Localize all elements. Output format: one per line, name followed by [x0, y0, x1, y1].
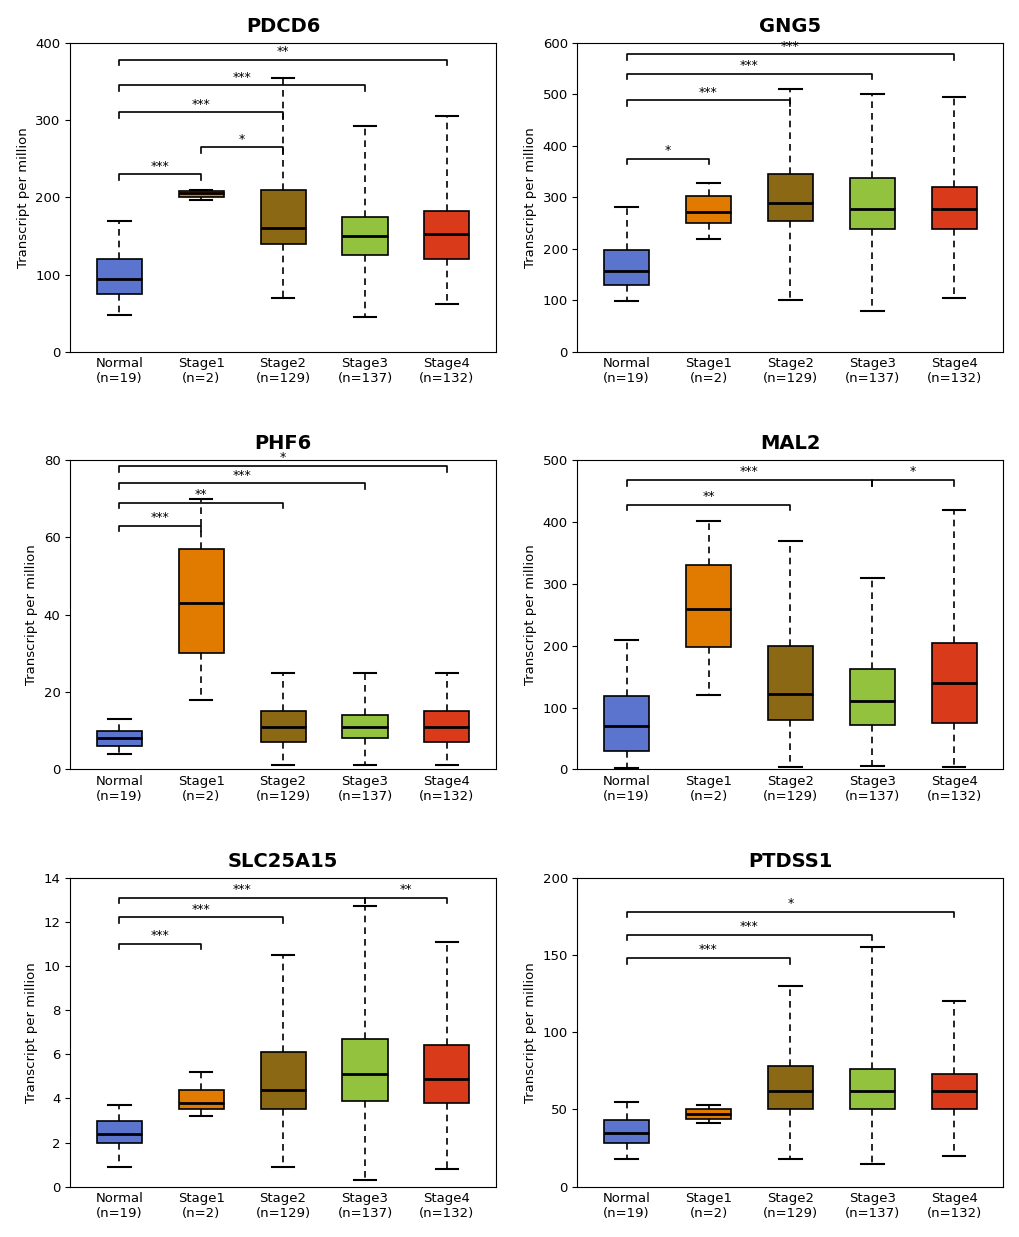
PathPatch shape — [424, 1045, 469, 1103]
PathPatch shape — [342, 1039, 387, 1101]
Text: **: ** — [195, 489, 207, 501]
Text: **: ** — [701, 490, 714, 503]
PathPatch shape — [260, 189, 306, 244]
Text: *: * — [238, 132, 245, 146]
PathPatch shape — [767, 174, 812, 220]
Text: ***: *** — [151, 929, 169, 943]
Text: ***: *** — [740, 920, 758, 933]
PathPatch shape — [686, 1110, 731, 1118]
Text: ***: *** — [698, 944, 717, 956]
Y-axis label: Transcript per million: Transcript per million — [25, 544, 38, 685]
Y-axis label: Transcript per million: Transcript per million — [524, 962, 536, 1102]
Text: ***: *** — [781, 40, 799, 52]
PathPatch shape — [849, 669, 894, 725]
PathPatch shape — [97, 731, 142, 746]
Title: SLC25A15: SLC25A15 — [227, 851, 338, 871]
Y-axis label: Transcript per million: Transcript per million — [524, 127, 536, 267]
Title: MAL2: MAL2 — [759, 434, 820, 453]
Text: ***: *** — [151, 160, 169, 173]
Text: ***: *** — [740, 59, 758, 72]
Title: PDCD6: PDCD6 — [246, 16, 320, 36]
PathPatch shape — [342, 715, 387, 738]
Y-axis label: Transcript per million: Transcript per million — [524, 544, 536, 685]
Text: *: * — [280, 452, 286, 464]
Y-axis label: Transcript per million: Transcript per million — [24, 962, 38, 1102]
Text: ***: *** — [192, 98, 210, 111]
PathPatch shape — [686, 565, 731, 647]
Title: PHF6: PHF6 — [255, 434, 312, 453]
PathPatch shape — [424, 212, 469, 260]
PathPatch shape — [342, 216, 387, 255]
Title: GNG5: GNG5 — [758, 16, 820, 36]
PathPatch shape — [260, 711, 306, 742]
Text: *: * — [787, 897, 793, 910]
PathPatch shape — [603, 1121, 648, 1143]
Text: ***: *** — [740, 465, 758, 479]
PathPatch shape — [849, 178, 894, 229]
PathPatch shape — [260, 1053, 306, 1110]
PathPatch shape — [603, 250, 648, 285]
Text: *: * — [663, 145, 671, 157]
Title: PTDSS1: PTDSS1 — [748, 851, 832, 871]
Text: ***: *** — [232, 71, 252, 84]
Text: **: ** — [276, 46, 289, 58]
Text: **: ** — [399, 883, 412, 896]
PathPatch shape — [930, 187, 976, 229]
PathPatch shape — [849, 1069, 894, 1110]
PathPatch shape — [930, 642, 976, 722]
Text: ***: *** — [192, 903, 210, 915]
PathPatch shape — [686, 195, 731, 223]
Text: *: * — [909, 465, 915, 479]
Y-axis label: Transcript per million: Transcript per million — [16, 127, 30, 267]
PathPatch shape — [178, 1090, 223, 1110]
PathPatch shape — [930, 1074, 976, 1110]
PathPatch shape — [767, 1066, 812, 1110]
PathPatch shape — [97, 1121, 142, 1143]
Text: ***: *** — [698, 85, 717, 99]
PathPatch shape — [767, 646, 812, 720]
PathPatch shape — [424, 711, 469, 742]
PathPatch shape — [603, 696, 648, 751]
PathPatch shape — [178, 549, 223, 653]
Text: ***: *** — [151, 511, 169, 524]
Text: ***: *** — [232, 883, 252, 896]
PathPatch shape — [178, 192, 223, 198]
Text: ***: *** — [232, 469, 252, 482]
PathPatch shape — [97, 260, 142, 294]
